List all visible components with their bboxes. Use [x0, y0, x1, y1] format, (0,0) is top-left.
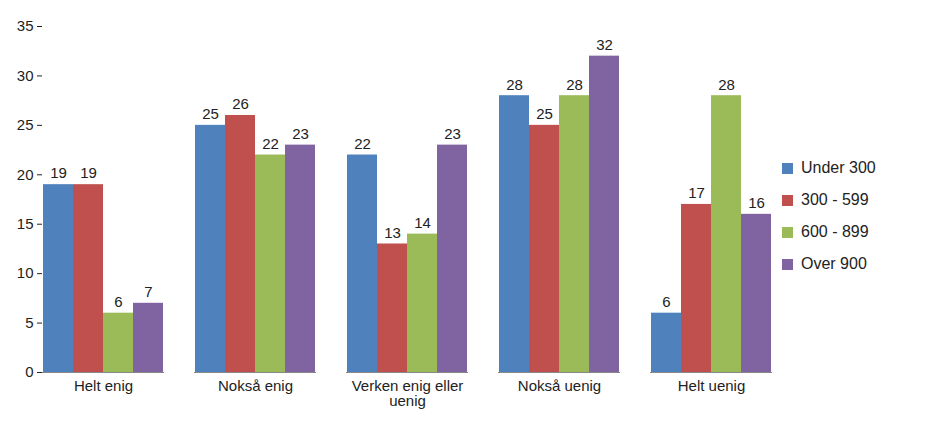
svg-text:Helt enig: Helt enig	[74, 377, 133, 394]
svg-text:35: 35	[17, 17, 34, 34]
svg-text:28: 28	[506, 76, 523, 93]
svg-text:22: 22	[262, 135, 279, 152]
svg-text:Verken enig elleruenig: Verken enig elleruenig	[352, 377, 464, 409]
html-text:300 - 599: 300 - 599	[801, 191, 869, 208]
svg-text:26: 26	[232, 95, 249, 112]
svg-text:0: 0	[25, 363, 33, 380]
svg-text:10: 10	[17, 264, 34, 281]
html-text:600 - 899: 600 - 899	[801, 223, 869, 240]
svg-text:19: 19	[80, 164, 97, 181]
svg-text:25: 25	[202, 105, 219, 122]
svg-text:28: 28	[718, 76, 735, 93]
svg-text:Nokså uenig: Nokså uenig	[518, 377, 601, 394]
svg-text:7: 7	[144, 283, 152, 300]
svg-text:17: 17	[688, 184, 705, 201]
svg-text:25: 25	[536, 105, 553, 122]
svg-text:20: 20	[17, 166, 34, 183]
svg-text:6: 6	[114, 293, 122, 310]
svg-text:30: 30	[17, 67, 34, 84]
svg-text:14: 14	[414, 214, 431, 231]
svg-text:13: 13	[384, 224, 401, 241]
svg-text:Nokså enig: Nokså enig	[218, 377, 293, 394]
svg-text:16: 16	[748, 194, 765, 211]
svg-text:23: 23	[292, 125, 309, 142]
svg-text:25: 25	[17, 116, 34, 133]
svg-text:23: 23	[444, 125, 461, 142]
svg-text:5: 5	[25, 314, 33, 331]
svg-text:28: 28	[566, 76, 583, 93]
svg-text:22: 22	[354, 135, 371, 152]
html-text:Under 300: Under 300	[801, 159, 876, 176]
svg-text:19: 19	[50, 164, 67, 181]
html-text:Over 900: Over 900	[801, 255, 867, 272]
svg-text:32: 32	[596, 36, 613, 53]
svg-text:Helt uenig: Helt uenig	[678, 377, 746, 394]
svg-text:15: 15	[17, 215, 34, 232]
svg-text:6: 6	[662, 293, 670, 310]
